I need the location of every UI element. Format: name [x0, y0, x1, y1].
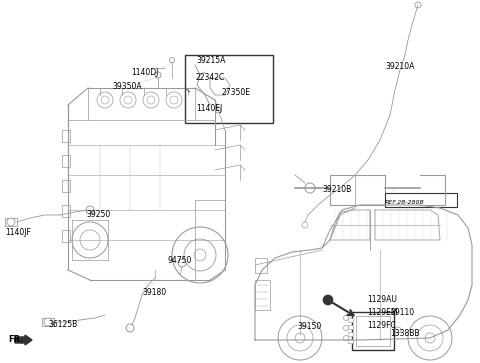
Text: 27350E: 27350E	[221, 88, 250, 97]
Text: 94750: 94750	[167, 256, 192, 265]
Circle shape	[166, 92, 182, 108]
Circle shape	[126, 324, 134, 332]
Circle shape	[408, 316, 452, 360]
Bar	[348, 332, 353, 336]
Circle shape	[169, 57, 175, 62]
Polygon shape	[15, 335, 32, 345]
Bar	[5, 218, 17, 226]
Circle shape	[124, 96, 132, 104]
Circle shape	[172, 227, 228, 283]
Bar	[62, 180, 70, 192]
Circle shape	[155, 72, 161, 78]
Text: 36125B: 36125B	[48, 320, 77, 329]
Bar	[255, 280, 270, 310]
Circle shape	[44, 318, 52, 326]
Circle shape	[7, 218, 15, 226]
Bar	[62, 205, 70, 217]
Circle shape	[143, 92, 159, 108]
Bar	[62, 130, 70, 142]
Circle shape	[344, 326, 348, 330]
Bar	[330, 175, 385, 205]
Circle shape	[184, 239, 216, 271]
Text: FR.: FR.	[8, 335, 24, 344]
Circle shape	[425, 333, 435, 343]
Bar	[348, 318, 353, 322]
Circle shape	[305, 183, 315, 193]
Circle shape	[287, 325, 313, 351]
Text: 39250: 39250	[86, 210, 110, 219]
Text: 1140EJ: 1140EJ	[196, 104, 222, 113]
Text: 39350A: 39350A	[112, 82, 142, 91]
Circle shape	[170, 96, 178, 104]
Text: 1140DJ: 1140DJ	[131, 68, 158, 77]
Text: REF.28-280B: REF.28-280B	[385, 200, 425, 205]
Bar	[352, 312, 394, 350]
Circle shape	[86, 206, 94, 214]
Circle shape	[323, 295, 333, 305]
Circle shape	[278, 316, 322, 360]
Circle shape	[147, 96, 155, 104]
Bar	[255, 258, 267, 273]
Circle shape	[395, 327, 401, 333]
Bar	[62, 230, 70, 242]
Text: 39180: 39180	[142, 288, 166, 297]
Text: 1140JF: 1140JF	[5, 228, 31, 237]
Text: 39110: 39110	[390, 308, 414, 317]
Circle shape	[415, 2, 421, 8]
Circle shape	[417, 325, 443, 351]
Text: 39150: 39150	[297, 322, 321, 331]
Circle shape	[344, 335, 348, 340]
Text: 39210A: 39210A	[385, 62, 414, 71]
Circle shape	[120, 92, 136, 108]
Text: 1129AU: 1129AU	[367, 295, 397, 304]
Text: 39215A: 39215A	[196, 56, 226, 65]
Circle shape	[295, 333, 305, 343]
Circle shape	[101, 96, 109, 104]
Circle shape	[344, 315, 348, 321]
Circle shape	[72, 222, 108, 258]
Text: 39210B: 39210B	[322, 185, 351, 194]
Bar	[42, 318, 54, 326]
Circle shape	[97, 92, 113, 108]
Bar	[185, 55, 273, 123]
Bar	[356, 316, 390, 346]
Circle shape	[178, 259, 186, 267]
Circle shape	[302, 222, 308, 228]
Bar	[62, 155, 70, 167]
Bar	[385, 193, 457, 207]
Circle shape	[215, 107, 221, 113]
Text: 1129FC: 1129FC	[367, 321, 396, 330]
Text: 22342C: 22342C	[195, 73, 224, 82]
Circle shape	[194, 249, 206, 261]
Text: 1129EM: 1129EM	[367, 308, 397, 317]
Text: 1338BB: 1338BB	[390, 329, 420, 338]
Circle shape	[80, 230, 100, 250]
Bar	[348, 339, 353, 343]
Bar	[348, 325, 353, 329]
